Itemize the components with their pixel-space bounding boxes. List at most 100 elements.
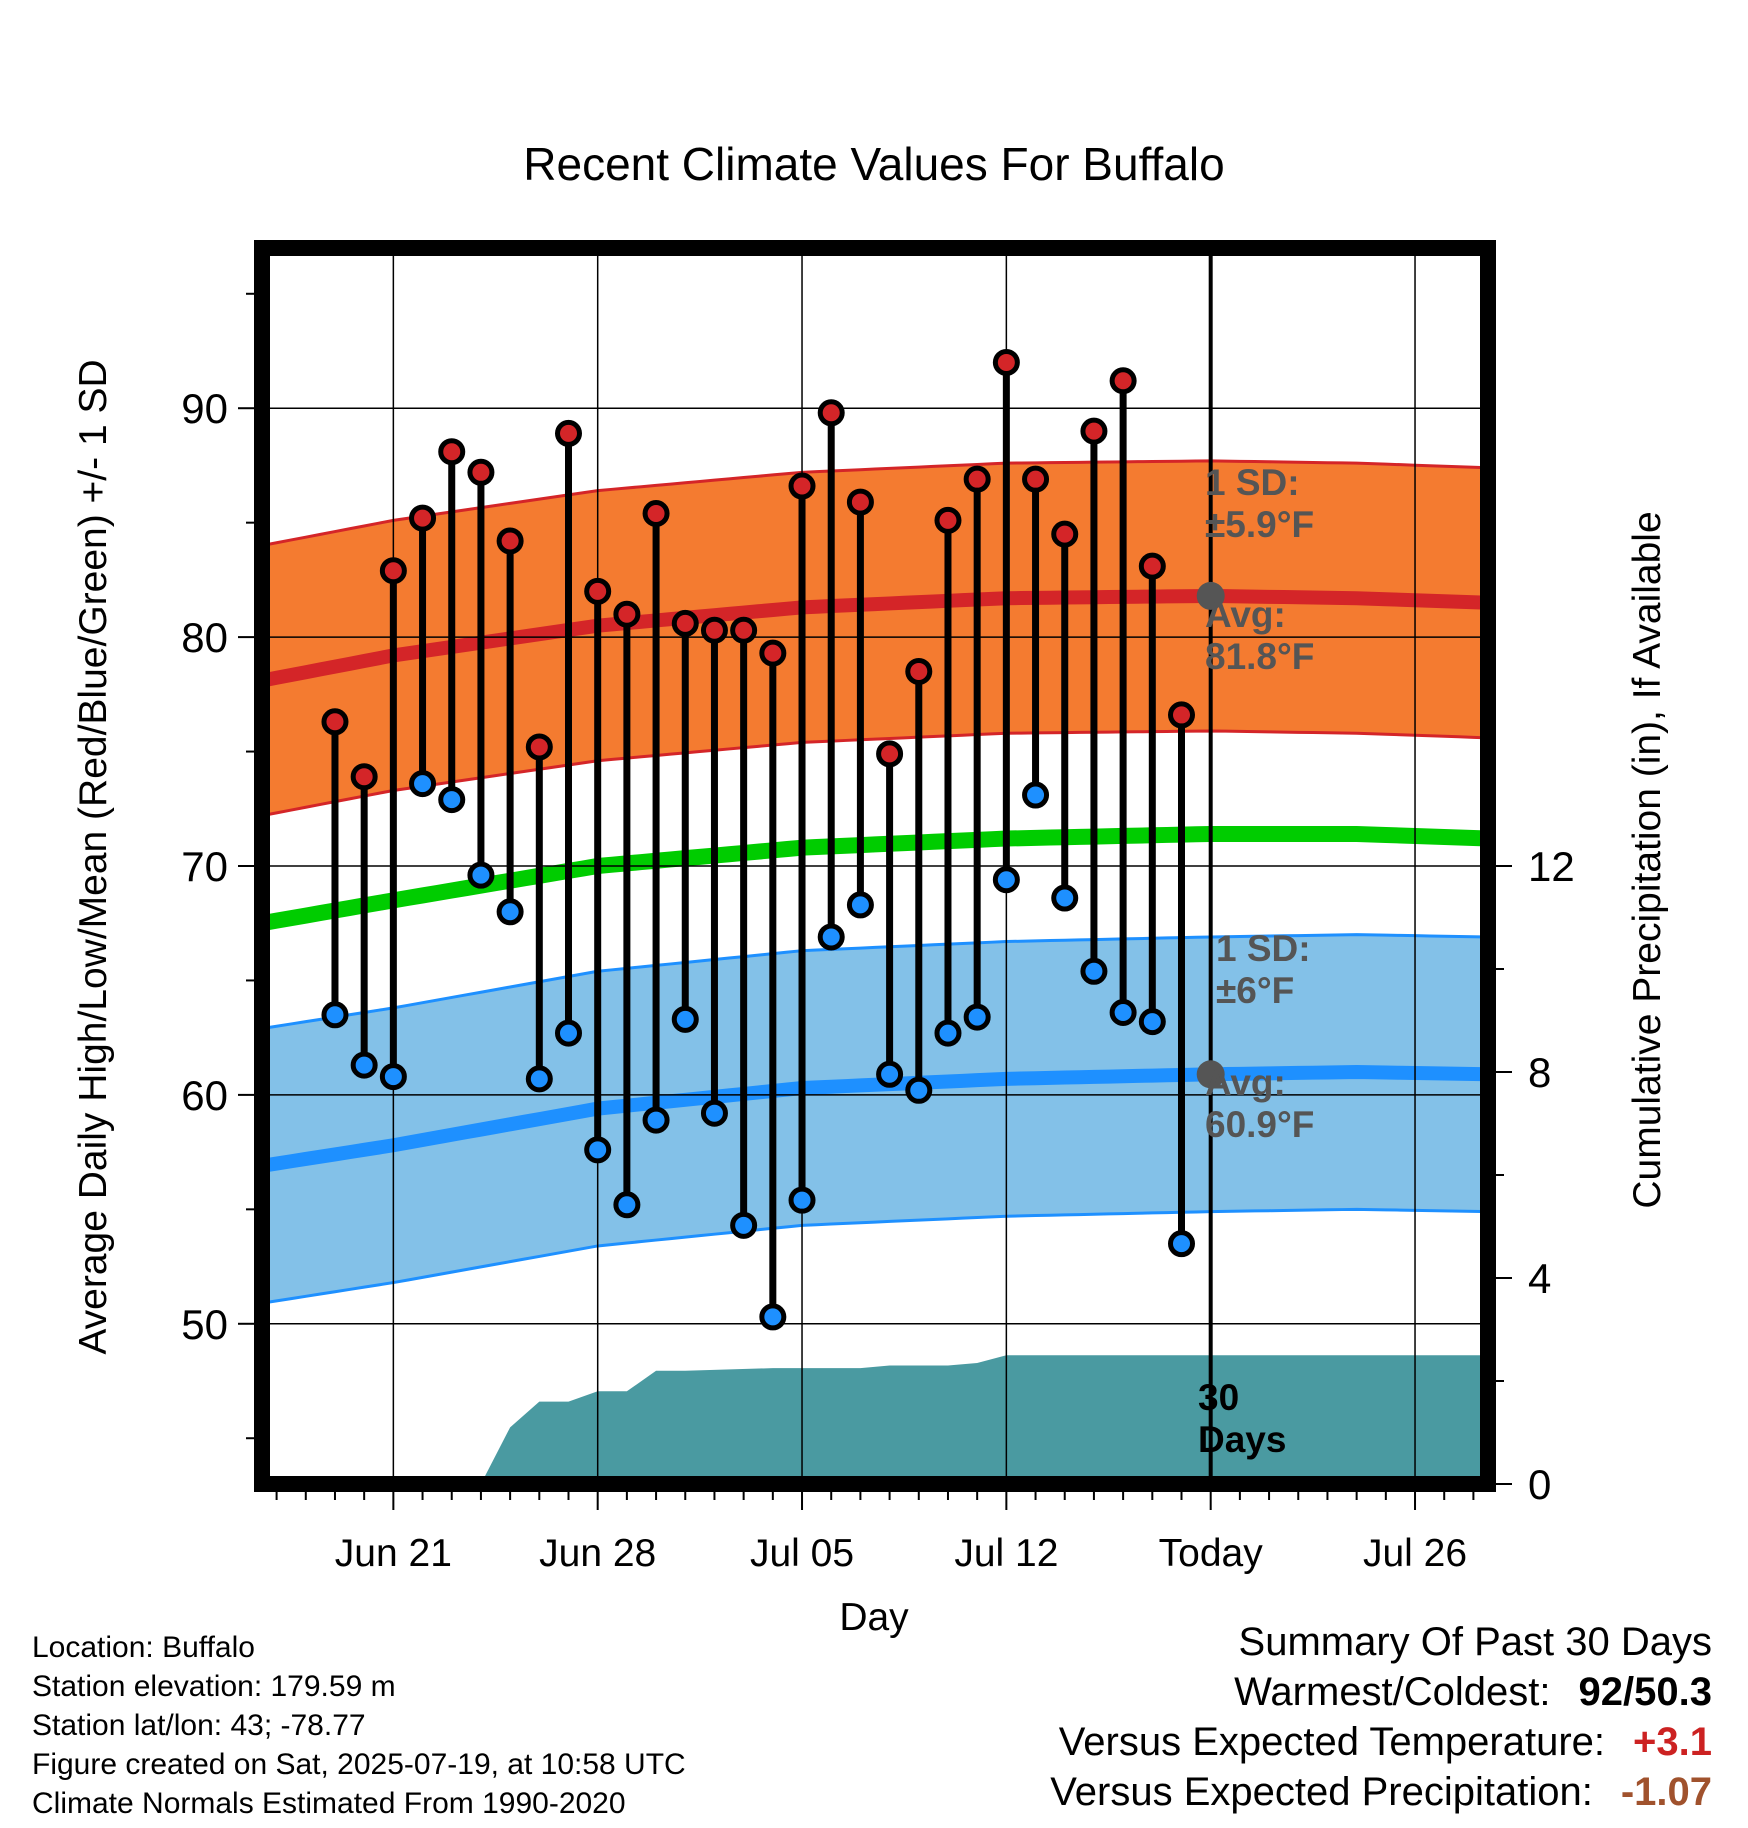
high-point-6	[496, 527, 524, 555]
warmest-coldest-value: 92/50.3	[1578, 1670, 1712, 1714]
period-annotation-line-1: Days	[1198, 1419, 1286, 1460]
low-avg-annotation-line-0: Avg:	[1205, 1062, 1286, 1103]
low-point-24	[1022, 781, 1050, 809]
high-point-26	[1080, 417, 1108, 445]
low-point-19	[876, 1060, 904, 1088]
high-avg-annotation-line-0: Avg:	[1205, 594, 1286, 635]
high-point-0	[321, 708, 349, 736]
y-tick-label-50: 50	[181, 1301, 228, 1348]
high-point-10	[613, 600, 641, 628]
low-point-28	[1138, 1008, 1166, 1036]
low-point-10	[613, 1191, 641, 1219]
y-tick-label-90: 90	[181, 385, 228, 432]
y2-axis-label: Cumulative Precipitation (in), If Availa…	[1626, 511, 1669, 1208]
low-point-3	[409, 770, 437, 798]
high-point-2	[379, 557, 407, 585]
low-point-6	[496, 898, 524, 926]
low-point-1	[350, 1051, 378, 1079]
low-sd-annotation: 1 SD: ±6°F	[1216, 928, 1311, 1011]
low-sd-band-lower-edge	[262, 1207, 1488, 1305]
low-avg-marker	[1196, 1060, 1225, 1089]
y2-tick-label-4: 4	[1528, 1255, 1551, 1302]
high-point-12	[671, 609, 699, 637]
plot-frame	[254, 240, 1496, 1492]
high-point-29	[1168, 701, 1195, 729]
low-avg-annotation: Avg: 60.9°F	[1205, 1062, 1314, 1145]
summary-temp: Versus Expected Temperature: +3.1	[1050, 1720, 1712, 1770]
temp-value: +3.1	[1633, 1720, 1712, 1764]
chart-title: Recent Climate Values For Buffalo	[523, 138, 1224, 190]
high-point-15	[759, 639, 787, 667]
station-info: Location: Buffalo Station elevation: 179…	[32, 1628, 686, 1823]
summary-panel: Summary Of Past 30 Days Warmest/Coldest:…	[1050, 1620, 1712, 1820]
low-point-13	[700, 1099, 728, 1127]
high-point-11	[642, 500, 670, 528]
x-tick-label-4: Today	[1159, 1532, 1264, 1575]
precip-label: Versus Expected Precipitation:	[1050, 1770, 1593, 1814]
y-axis-label: Average Daily High/Low/Mean (Red/Blue/Gr…	[72, 359, 115, 1354]
precip-area	[480, 1355, 1488, 1484]
low-point-22	[963, 1003, 991, 1031]
warmest-coldest-label: Warmest/Coldest:	[1234, 1670, 1551, 1714]
low-point-17	[817, 923, 845, 951]
x-tick-label-0: Jun 21	[335, 1532, 452, 1575]
high-avg-annotation: Avg: 81.8°F	[1205, 594, 1314, 677]
high-point-7	[525, 733, 553, 761]
x-axis-label: Day	[839, 1596, 909, 1639]
low-point-8	[555, 1019, 582, 1047]
y2-tick-label-0: 0	[1528, 1461, 1551, 1508]
high-point-28	[1138, 552, 1166, 580]
low-point-21	[934, 1019, 962, 1047]
info-elevation: Station elevation: 179.59 m	[32, 1670, 396, 1703]
high-point-25	[1051, 520, 1079, 548]
low-point-26	[1080, 957, 1108, 985]
low-point-9	[584, 1136, 612, 1164]
high-mean-line	[262, 588, 1488, 688]
info-created: Figure created on Sat, 2025-07-19, at 10…	[32, 1748, 686, 1781]
high-point-5	[467, 458, 495, 486]
info-latlon: Station lat/lon: 43; -78.77	[32, 1709, 366, 1742]
temp-label: Versus Expected Temperature:	[1058, 1720, 1606, 1764]
high-point-8	[555, 419, 582, 447]
high-sd-band-upper-edge	[262, 459, 1488, 548]
low-sd-annotation-line-0: 1 SD:	[1216, 928, 1311, 969]
low-sd-band-upper-edge	[262, 933, 1488, 1030]
info-location: Location: Buffalo	[32, 1631, 255, 1664]
low-point-25	[1051, 884, 1079, 912]
high-point-22	[963, 465, 991, 493]
high-point-19	[876, 740, 904, 768]
high-point-4	[438, 438, 466, 466]
high-point-13	[700, 616, 728, 644]
plot-clip-group	[262, 248, 1488, 1484]
high-point-16	[788, 472, 816, 500]
low-point-16	[788, 1186, 816, 1214]
x-tick-label-5: Jul 26	[1363, 1532, 1467, 1575]
low-point-27	[1109, 998, 1137, 1026]
summary-warmest-coldest: Warmest/Coldest: 92/50.3	[1050, 1670, 1712, 1720]
x-tick-label-2: Jul 05	[750, 1532, 854, 1575]
low-point-29	[1168, 1230, 1195, 1258]
high-point-23	[992, 348, 1020, 376]
high-point-17	[817, 399, 845, 427]
summary-precip: Versus Expected Precipitation: -1.07	[1050, 1770, 1712, 1820]
high-point-14	[730, 616, 758, 644]
low-point-15	[759, 1303, 787, 1331]
low-sd-annotation-line-1: ±6°F	[1216, 970, 1294, 1011]
low-point-5	[467, 861, 495, 889]
low-mean-line	[262, 1064, 1488, 1173]
summary-title: Summary Of Past 30 Days	[1238, 1620, 1712, 1664]
high-sd-annotation-line-1: ±5.9°F	[1205, 504, 1314, 545]
y-tick-label-70: 70	[181, 843, 228, 890]
high-sd-annotation: 1 SD: ±5.9°F	[1205, 462, 1314, 545]
high-point-1	[350, 763, 378, 791]
high-sd-annotation-line-0: 1 SD:	[1205, 462, 1300, 503]
high-point-9	[584, 577, 612, 605]
low-point-12	[671, 1005, 699, 1033]
high-point-24	[1022, 465, 1050, 493]
precip-value: -1.07	[1620, 1770, 1712, 1814]
low-point-4	[438, 786, 466, 814]
x-tick-label-1: Jun 28	[539, 1532, 656, 1575]
mean-line	[262, 825, 1488, 932]
